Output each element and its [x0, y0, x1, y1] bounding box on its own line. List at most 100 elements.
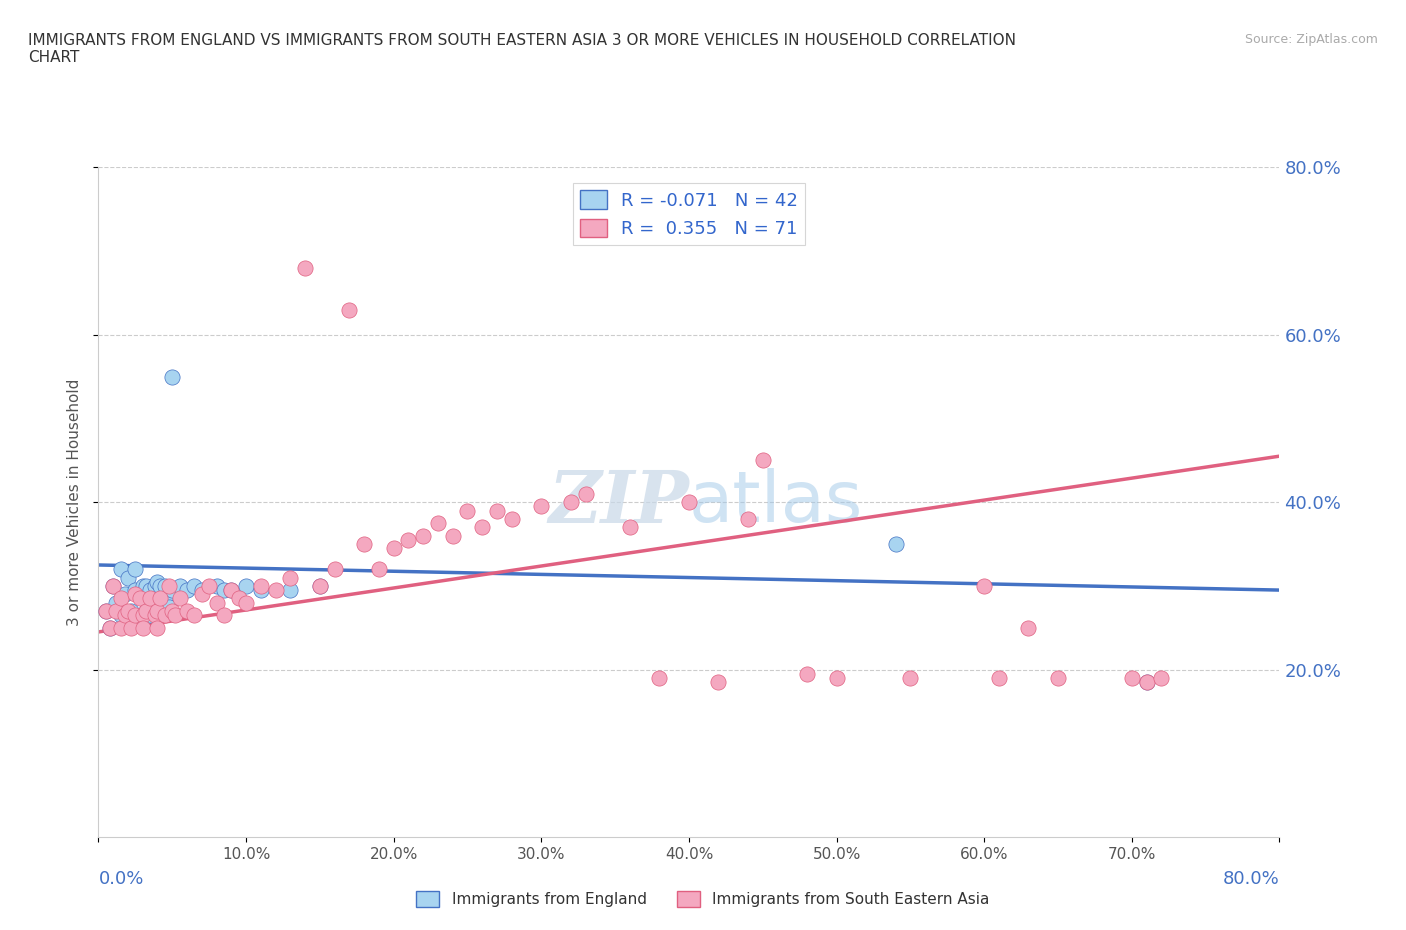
Point: [250, 578, 273, 593]
Point: [110, 591, 132, 606]
Point: [751, 453, 773, 468]
Point: [135, 604, 157, 618]
Point: [132, 608, 155, 623]
Point: [987, 671, 1010, 685]
Point: [471, 520, 494, 535]
Point: [132, 608, 155, 623]
Point: [501, 512, 523, 526]
Point: [368, 562, 391, 577]
Point: [110, 620, 132, 635]
Point: [135, 578, 157, 593]
Point: [157, 578, 180, 593]
Point: [120, 604, 142, 618]
Legend: Immigrants from England, Immigrants from South Eastern Asia: Immigrants from England, Immigrants from…: [411, 884, 995, 913]
Point: [619, 520, 641, 535]
Point: [678, 495, 700, 510]
Point: [114, 608, 136, 623]
Point: [114, 587, 136, 602]
Point: [149, 591, 172, 606]
Point: [1150, 671, 1173, 685]
Point: [278, 582, 302, 598]
Point: [530, 499, 553, 514]
Point: [117, 570, 139, 585]
Y-axis label: 3 or more Vehicles in Household: 3 or more Vehicles in Household: [67, 379, 83, 626]
Point: [139, 591, 162, 606]
Point: [128, 612, 150, 627]
Point: [441, 528, 464, 543]
Point: [191, 582, 214, 598]
Point: [235, 578, 257, 593]
Point: [162, 369, 183, 384]
Point: [900, 671, 922, 685]
Point: [235, 595, 257, 610]
Point: [560, 495, 582, 510]
Point: [228, 591, 250, 606]
Point: [737, 512, 759, 526]
Point: [153, 578, 176, 593]
Point: [973, 578, 995, 593]
Text: IMMIGRANTS FROM ENGLAND VS IMMIGRANTS FROM SOUTH EASTERN ASIA 3 OR MORE VEHICLES: IMMIGRANTS FROM ENGLAND VS IMMIGRANTS FR…: [28, 33, 1017, 65]
Point: [183, 578, 205, 593]
Point: [153, 591, 176, 606]
Point: [219, 582, 242, 598]
Point: [124, 608, 146, 623]
Point: [135, 604, 157, 618]
Point: [648, 671, 671, 685]
Point: [796, 667, 818, 682]
Point: [707, 675, 730, 690]
Point: [162, 582, 183, 598]
Point: [103, 578, 125, 593]
Point: [98, 620, 121, 635]
Point: [294, 260, 316, 275]
Point: [98, 620, 121, 635]
Point: [146, 604, 169, 618]
Point: [105, 604, 128, 618]
Point: [219, 582, 242, 598]
Point: [143, 608, 166, 623]
Point: [250, 582, 273, 598]
Point: [353, 537, 375, 551]
Point: [427, 516, 450, 531]
Point: [120, 620, 142, 635]
Point: [110, 562, 132, 577]
Point: [94, 604, 117, 618]
Point: [825, 671, 848, 685]
Point: [198, 578, 221, 593]
Text: 80.0%: 80.0%: [1223, 870, 1279, 887]
Point: [146, 575, 169, 590]
Point: [456, 503, 478, 518]
Point: [176, 582, 198, 598]
Point: [139, 582, 162, 598]
Point: [309, 578, 332, 593]
Point: [212, 608, 235, 623]
Point: [124, 587, 146, 602]
Point: [146, 608, 169, 623]
Point: [117, 604, 139, 618]
Point: [176, 604, 198, 618]
Point: [205, 595, 228, 610]
Point: [1121, 671, 1143, 685]
Point: [212, 582, 235, 598]
Point: [486, 503, 509, 518]
Point: [132, 620, 155, 635]
Point: [396, 533, 419, 548]
Legend: R = -0.071   N = 42, R =  0.355   N = 71: R = -0.071 N = 42, R = 0.355 N = 71: [572, 183, 806, 246]
Point: [191, 587, 214, 602]
Point: [412, 528, 434, 543]
Point: [205, 578, 228, 593]
Point: [128, 591, 150, 606]
Point: [162, 604, 183, 618]
Point: [143, 578, 166, 593]
Text: 0.0%: 0.0%: [98, 870, 143, 887]
Point: [278, 570, 302, 585]
Point: [574, 486, 596, 501]
Point: [183, 608, 205, 623]
Point: [146, 620, 169, 635]
Point: [157, 600, 180, 615]
Point: [1135, 675, 1157, 690]
Point: [103, 578, 125, 593]
Point: [105, 595, 128, 610]
Point: [165, 608, 187, 623]
Point: [884, 537, 907, 551]
Text: ZIP: ZIP: [548, 467, 689, 538]
